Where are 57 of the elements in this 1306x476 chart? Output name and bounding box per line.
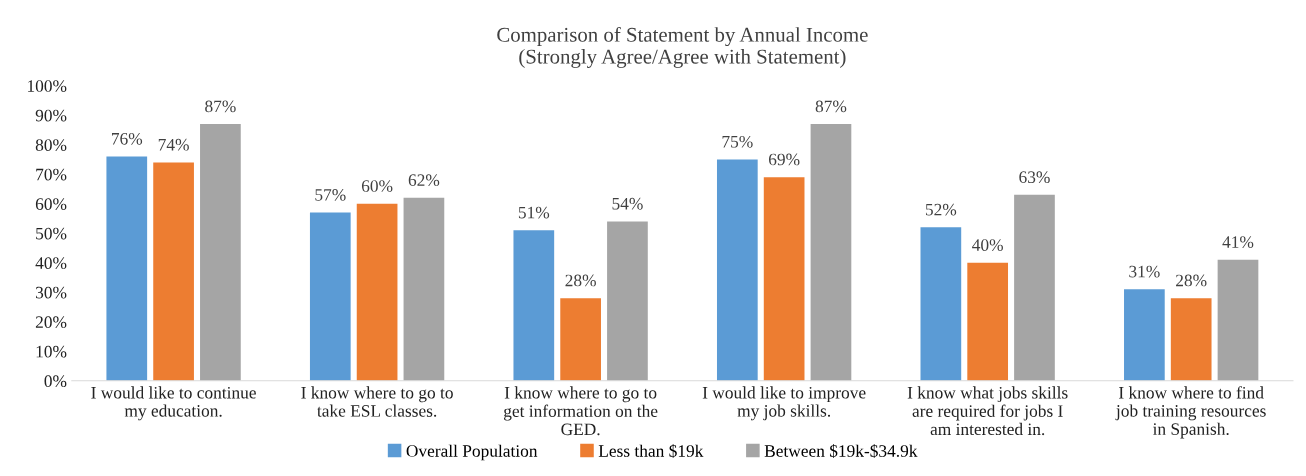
data-label: 69% bbox=[768, 153, 800, 166]
bar bbox=[1170, 298, 1212, 381]
bar bbox=[560, 298, 601, 381]
y-tick-label: 100% bbox=[27, 80, 67, 92]
x-tick-label: I would like to continue my education. bbox=[91, 386, 256, 421]
y-tick-label: 80% bbox=[35, 139, 67, 151]
data-label: 51% bbox=[518, 206, 550, 219]
y-tick-label: 20% bbox=[35, 316, 67, 329]
bar bbox=[1124, 289, 1165, 381]
bar bbox=[106, 156, 148, 381]
data-label: 54% bbox=[612, 197, 643, 210]
data-label: 41% bbox=[1222, 236, 1254, 248]
data-label: 87% bbox=[205, 100, 236, 113]
x-tick-label: I know where to go to take ESL classes. bbox=[301, 386, 453, 417]
y-tick-label: 60% bbox=[35, 198, 67, 210]
bar bbox=[967, 262, 1009, 381]
y-tick-label: 90% bbox=[35, 109, 67, 122]
bar bbox=[810, 124, 852, 381]
bar bbox=[607, 221, 648, 381]
x-tick-label: I know where to find job training resources in Spanish. bbox=[1115, 386, 1266, 439]
y-tick-label: 30% bbox=[35, 286, 67, 299]
bar bbox=[513, 230, 555, 381]
legend-label: Less than $19k bbox=[598, 444, 704, 458]
bar bbox=[1217, 259, 1259, 381]
legend-label: Overall Population bbox=[406, 444, 538, 461]
data-label: 62% bbox=[408, 174, 440, 187]
data-label: 52% bbox=[925, 203, 957, 216]
data-label: 75% bbox=[722, 135, 753, 148]
bar bbox=[920, 227, 962, 381]
data-label: 63% bbox=[1019, 171, 1050, 184]
bar bbox=[356, 203, 398, 381]
y-tick-label: 10% bbox=[36, 345, 67, 358]
data-label: 28% bbox=[565, 274, 596, 287]
bar bbox=[200, 124, 241, 381]
data-label: 60% bbox=[361, 180, 393, 192]
bar bbox=[309, 212, 351, 381]
y-tick-label: 40% bbox=[35, 257, 67, 269]
bar bbox=[403, 197, 445, 381]
data-label: 76% bbox=[112, 132, 143, 145]
data-label: 28% bbox=[1176, 274, 1207, 287]
bar bbox=[1014, 194, 1055, 381]
y-tick-label: 50% bbox=[36, 227, 67, 240]
data-label: 87% bbox=[815, 100, 847, 113]
data-label: 74% bbox=[158, 138, 189, 151]
data-label: 31% bbox=[1129, 265, 1160, 278]
legend-label: Between $19k-$34.9k bbox=[764, 444, 918, 458]
y-tick-label: 70% bbox=[36, 168, 67, 181]
chart-title: Comparison of Statement by Annual Income (Strongly Agree/Agree with Statement) bbox=[497, 26, 868, 68]
x-tick-label: I would like to improve my job skills. bbox=[702, 386, 866, 421]
bar bbox=[716, 159, 758, 381]
y-tick-label: 0% bbox=[44, 375, 67, 388]
x-tick-label: I know what jobs skills are required for jobs I am interested in. bbox=[907, 386, 1068, 436]
x-tick-label: I know where to go to get information on the GED. bbox=[503, 386, 658, 436]
data-label: 40% bbox=[972, 239, 1003, 251]
data-label: 57% bbox=[315, 189, 346, 201]
bar bbox=[153, 162, 194, 381]
bar bbox=[763, 177, 805, 381]
